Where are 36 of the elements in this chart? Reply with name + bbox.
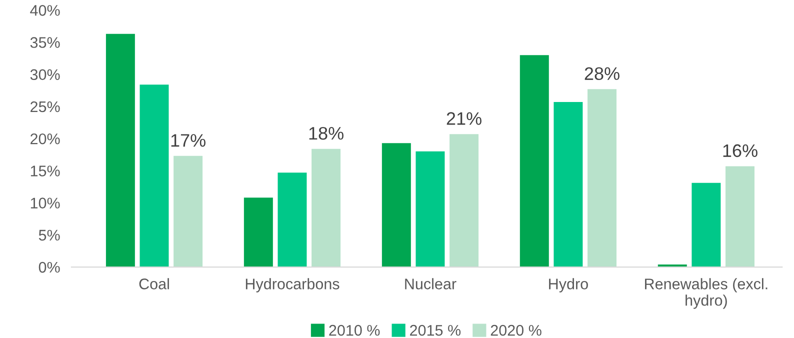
x-tick-label: Hydrocarbons bbox=[246, 278, 340, 292]
data-label: 16% bbox=[723, 144, 758, 158]
bar bbox=[312, 148, 341, 268]
bar bbox=[588, 89, 617, 268]
bar bbox=[520, 55, 549, 268]
x-tick-label: Hydro bbox=[549, 278, 588, 292]
bar bbox=[554, 102, 583, 268]
x-tick-label: Nuclear bbox=[405, 278, 456, 290]
x-tick-label: Coal bbox=[139, 278, 169, 290]
y-tick-label: 20% bbox=[30, 133, 60, 144]
bar bbox=[278, 172, 307, 268]
bar bbox=[244, 198, 273, 268]
y-tick-label: 5% bbox=[38, 230, 60, 241]
y-tick-label: 35% bbox=[30, 37, 60, 48]
bar bbox=[106, 34, 135, 268]
bar bbox=[382, 143, 411, 268]
legend-label: 2020 % bbox=[490, 324, 542, 336]
y-tick-label: 25% bbox=[30, 101, 60, 112]
x-tick-label: Renewables (excl. hydro) bbox=[645, 278, 768, 309]
bar bbox=[416, 151, 445, 268]
legend-label: 2010 % bbox=[329, 324, 380, 336]
y-tick-label: 0% bbox=[38, 262, 60, 273]
y-tick-label: 10% bbox=[30, 198, 60, 208]
data-label: 18% bbox=[309, 126, 344, 140]
y-tick-label: 40% bbox=[30, 5, 60, 16]
y-tick-label: 15% bbox=[30, 166, 60, 176]
data-label: 21% bbox=[446, 112, 482, 125]
bar bbox=[726, 166, 754, 268]
legend-label: 2015 % bbox=[410, 324, 461, 336]
bar bbox=[174, 156, 203, 268]
y-tick-label: 30% bbox=[30, 69, 60, 80]
bar bbox=[450, 134, 479, 268]
data-label: 17% bbox=[171, 134, 206, 147]
bar bbox=[140, 84, 169, 268]
data-label: 28% bbox=[584, 67, 620, 80]
bar bbox=[692, 182, 721, 268]
